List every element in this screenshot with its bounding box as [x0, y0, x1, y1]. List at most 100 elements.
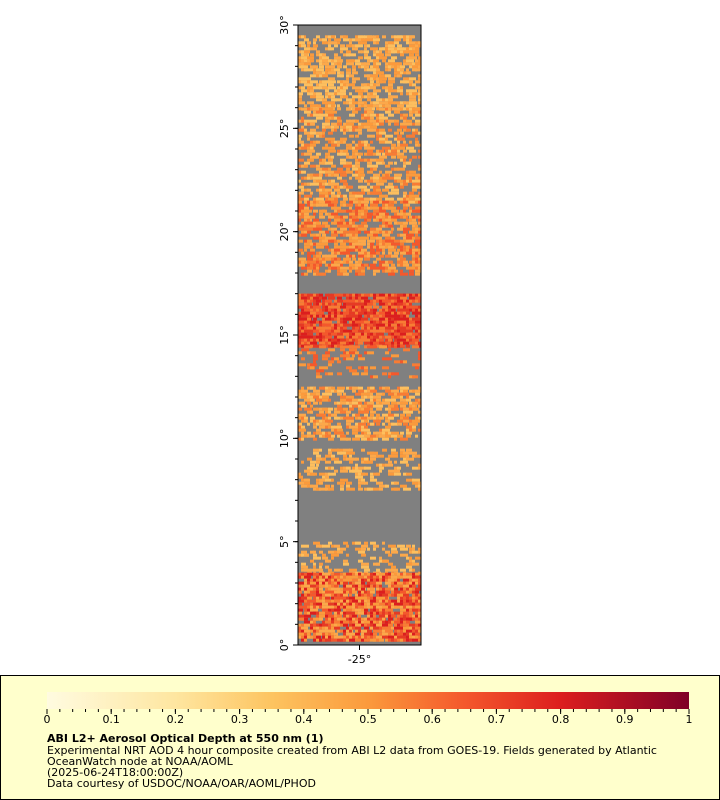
- aod-pixel: [358, 215, 363, 219]
- aod-pixel: [388, 413, 395, 417]
- aod-pixel: [358, 407, 362, 411]
- aod-pixel: [346, 152, 349, 156]
- aod-pixel: [412, 92, 418, 96]
- aod-pixel: [322, 101, 328, 105]
- aod-pixel: [367, 182, 370, 186]
- aod-pixel: [331, 425, 335, 429]
- aod-pixel: [364, 341, 372, 345]
- aod-pixel: [298, 224, 301, 228]
- aod-pixel: [352, 233, 357, 237]
- aod-pixel: [376, 218, 379, 222]
- aod-pixel: [307, 351, 311, 355]
- aod-pixel: [325, 416, 329, 420]
- aod-pixel: [382, 448, 387, 452]
- aod-pixel: [373, 314, 381, 318]
- aod-pixel: [364, 425, 368, 429]
- aod-pixel: [331, 254, 337, 258]
- aod-pixel: [415, 185, 421, 189]
- aod-pixel: [322, 544, 330, 548]
- aod-pixel: [364, 617, 368, 621]
- aod-pixel: [316, 218, 319, 222]
- aod-pixel: [340, 348, 345, 352]
- aod-pixel: [322, 182, 327, 186]
- aod-pixel: [316, 68, 324, 72]
- aod-pixel: [391, 56, 397, 60]
- aod-pixel: [364, 392, 371, 396]
- aod-pixel: [403, 260, 408, 264]
- aod-pixel: [379, 122, 384, 126]
- aod-pixel: [328, 197, 336, 201]
- aod-pixel: [379, 332, 384, 336]
- aod-pixel: [373, 389, 377, 393]
- aod-pixel: [328, 71, 336, 75]
- aod-pixel: [382, 194, 387, 198]
- aod-pixel: [370, 416, 373, 420]
- aod-pixel: [304, 568, 311, 572]
- aod-pixel: [355, 203, 360, 207]
- aod-pixel: [346, 170, 353, 174]
- aod-pixel: [385, 425, 391, 429]
- aod-pixel: [322, 56, 329, 60]
- aod-pixel: [337, 272, 345, 276]
- aod-pixel: [322, 203, 330, 207]
- aod-pixel: [346, 188, 349, 192]
- aod-pixel: [370, 434, 377, 438]
- aod-pixel: [367, 218, 371, 222]
- aod-pixel: [325, 389, 329, 393]
- aod-pixel: [316, 50, 320, 54]
- aod-pixel: [364, 38, 370, 42]
- aod-pixel: [358, 404, 363, 408]
- aod-pixel: [406, 431, 412, 435]
- aod-pixel: [298, 86, 301, 90]
- legend-line: OceanWatch node at NOAA/AOML: [47, 755, 234, 768]
- y-tick-label: 25°: [278, 119, 291, 139]
- aod-pixel: [307, 176, 311, 180]
- aod-pixel: [304, 553, 309, 557]
- aod-pixel: [394, 454, 398, 458]
- aod-pixel: [379, 466, 384, 470]
- aod-pixel: [388, 224, 393, 228]
- aod-pixel: [358, 317, 363, 321]
- aod-pixel: [379, 556, 382, 560]
- aod-pixel: [373, 419, 381, 423]
- y-tick-label: 10°: [278, 429, 291, 449]
- aod-pixel: [331, 454, 335, 458]
- aod-pixel: [394, 47, 398, 51]
- aod-pixel: [412, 50, 419, 54]
- aod-pixel: [400, 179, 403, 183]
- aod-pixel: [418, 44, 421, 48]
- aod-pixel: [373, 215, 377, 219]
- aod-pixel: [400, 437, 403, 441]
- aod-pixel: [325, 587, 330, 591]
- aod-pixel: [370, 128, 376, 132]
- aod-pixel: [304, 245, 310, 249]
- aod-pixel: [343, 357, 346, 361]
- aod-pixel: [319, 401, 322, 405]
- aod-pixel: [325, 392, 332, 396]
- aod-pixel: [376, 152, 381, 156]
- aod-pixel: [355, 413, 360, 417]
- aod-pixel: [370, 437, 373, 441]
- aod-pixel: [373, 272, 376, 276]
- aod-pixel: [406, 451, 413, 455]
- aod-pixel: [388, 562, 393, 566]
- aod-pixel: [370, 134, 375, 138]
- aod-pixel: [415, 197, 421, 201]
- aod-pixel: [316, 626, 320, 630]
- aod-pixel: [391, 236, 395, 240]
- aod-pixel: [343, 194, 347, 198]
- aod-pixel: [361, 478, 365, 482]
- aod-pixel: [373, 544, 379, 548]
- aod-pixel: [355, 466, 358, 470]
- aod-pixel: [385, 620, 390, 624]
- aod-pixel: [403, 230, 408, 234]
- aod-pixel: [313, 360, 316, 364]
- aod-pixel: [319, 623, 324, 627]
- aod-pixel: [391, 431, 399, 435]
- aod-pixel: [331, 605, 336, 609]
- aod-pixel: [382, 299, 386, 303]
- aod-pixel: [394, 122, 399, 126]
- aod-pixel: [337, 65, 342, 69]
- aod-pixel: [334, 251, 339, 255]
- aod-pixel: [418, 575, 421, 579]
